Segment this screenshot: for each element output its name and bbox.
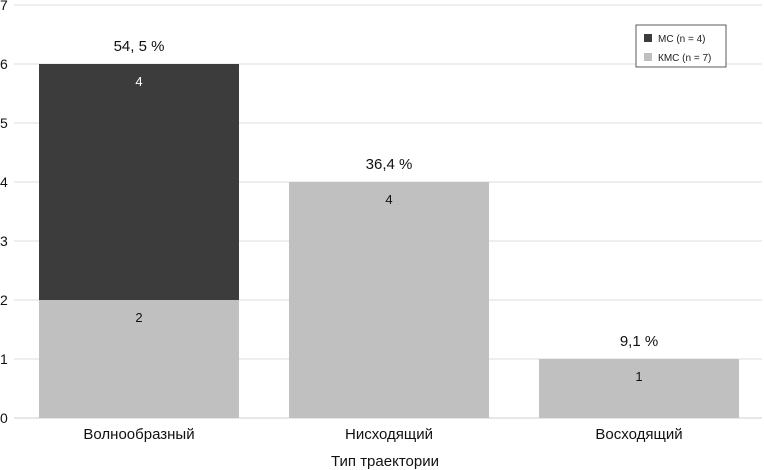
y-tick-label: 6 xyxy=(0,56,8,72)
y-tick-label: 0 xyxy=(0,410,8,426)
x-tick-label: Волнообразный xyxy=(83,426,194,443)
bar-value-label: 2 xyxy=(135,310,142,325)
y-tick-label: 3 xyxy=(0,233,8,249)
legend: МС (n = 4) КМС (n = 7) xyxy=(635,24,727,68)
bars: 2 4 54, 5 % 4 36,4 % 1 9,1 % xyxy=(39,38,739,418)
bar-value-label: 4 xyxy=(385,192,392,207)
legend-swatch xyxy=(644,53,652,61)
bar-segment xyxy=(289,182,489,418)
x-axis-title: Тип траектории xyxy=(331,453,439,470)
y-tick-label: 7 xyxy=(0,0,8,13)
bar-segment xyxy=(539,359,739,418)
bar-percent-label: 36,4 % xyxy=(366,156,413,173)
y-tick-label: 4 xyxy=(0,174,8,190)
x-tick-label: Нисходящий xyxy=(345,426,433,443)
x-tick-label: Восходящий xyxy=(595,426,682,443)
legend-swatch xyxy=(644,34,652,42)
bar-value-label: 1 xyxy=(635,369,642,384)
y-axis: 0 1 2 3 4 5 6 7 xyxy=(0,0,8,426)
bar-value-label: 4 xyxy=(135,74,142,89)
bar-percent-label: 54, 5 % xyxy=(114,38,165,55)
y-tick-label: 2 xyxy=(0,292,8,308)
bar-segment xyxy=(39,64,239,300)
x-axis: Волнообразный Нисходящий Восходящий xyxy=(83,426,682,443)
legend-label: КМС (n = 7) xyxy=(658,53,711,64)
bar-segment xyxy=(39,300,239,418)
y-tick-label: 1 xyxy=(0,351,8,367)
bar-percent-label: 9,1 % xyxy=(620,333,658,350)
y-tick-label: 5 xyxy=(0,115,8,131)
legend-label: МС (n = 4) xyxy=(658,34,706,45)
